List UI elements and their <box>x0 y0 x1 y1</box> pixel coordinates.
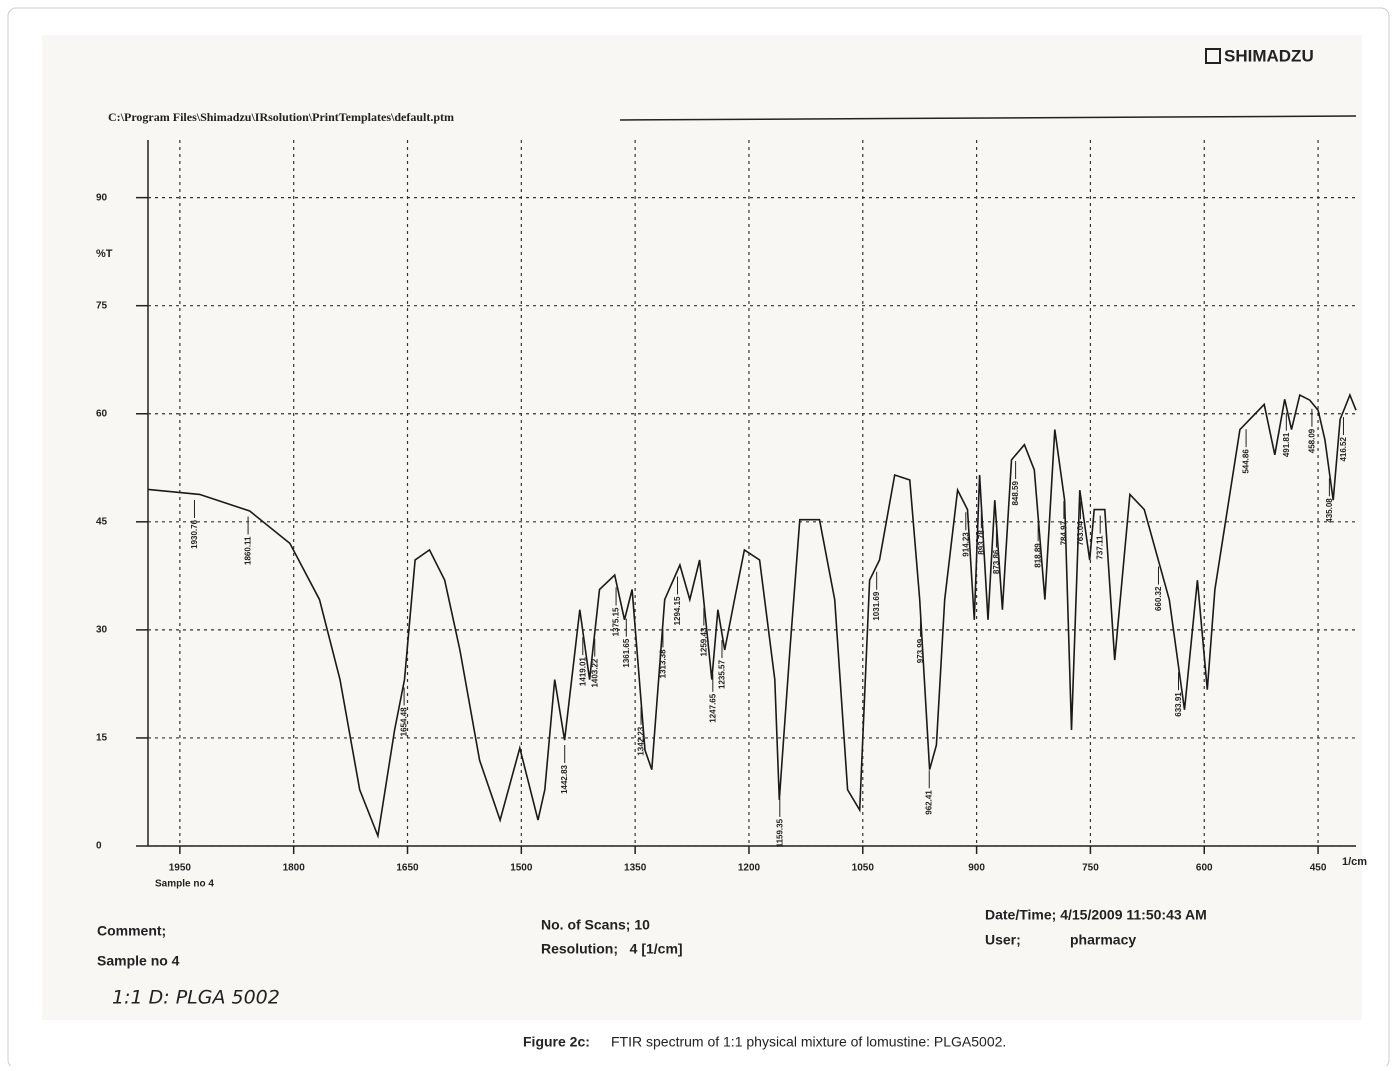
scan: SHIMADZU C:\Program Files\Shimadzu\IRsol… <box>96 46 1367 1008</box>
peak-label: 1375.15 <box>612 607 621 636</box>
brand: SHIMADZU <box>1224 46 1314 65</box>
user-value: pharmacy <box>1070 932 1136 948</box>
peak-label: 1419.01 <box>578 657 587 686</box>
peak-label: 1259.43 <box>699 627 708 656</box>
handwritten-note: 1:1 D: PLGA 5002 <box>112 987 280 1009</box>
peak-label: 848.59 <box>1011 480 1020 505</box>
y-tick-label: 90 <box>96 192 108 203</box>
peak-label: 435.08 <box>1325 498 1334 523</box>
sample-tag: Sample no 4 <box>155 879 214 890</box>
peak-label: 1247.65 <box>708 693 717 722</box>
y-tick-label: 75 <box>96 300 108 311</box>
peak-label: 1235.57 <box>717 659 726 688</box>
peak-label: 1313.38 <box>658 649 667 678</box>
peak-label: 873.86 <box>992 549 1001 574</box>
caption-label: Figure 2c: <box>523 1034 590 1050</box>
peak-label: 1159.35 <box>775 818 784 847</box>
peak-label: 491.81 <box>1282 432 1291 457</box>
peak-label: 893.78 <box>977 530 986 555</box>
resolution: Resolution; 4 [1/cm] <box>541 941 683 957</box>
peak-label: 763.04 <box>1076 521 1085 546</box>
x-axis-label: 1/cm <box>1342 856 1367 868</box>
y-tick-label: 30 <box>96 625 108 636</box>
peak-label: 784.97 <box>1059 520 1068 545</box>
file-path: C:\Program Files\Shimadzu\IRsolution\Pri… <box>108 110 454 124</box>
x-tick-label: 450 <box>1310 863 1327 874</box>
plot: 0 15 30 45 60 75 90 1950 1800 1650 1500 1350 1200 105… <box>96 115 1357 874</box>
peak-label: 416.52 <box>1339 437 1348 462</box>
comment-label: Comment; <box>97 923 166 939</box>
y-tick-label: 45 <box>96 516 108 527</box>
peak-label: 544.86 <box>1242 449 1251 474</box>
peak-label: 1031.69 <box>872 591 881 620</box>
peak-label: 633.91 <box>1174 692 1183 717</box>
peak-label: 660.32 <box>1154 586 1163 611</box>
caption: FTIR spectrum of 1:1 physical mixture of… <box>611 1034 1006 1050</box>
peak-label: 973.99 <box>916 638 925 663</box>
peak-label: 1930.76 <box>190 519 199 548</box>
y-tick-label: 15 <box>96 733 108 744</box>
comment-value: Sample no 4 <box>97 953 180 969</box>
y-tick-label: 60 <box>96 408 108 419</box>
x-tick-label: 1650 <box>396 863 419 874</box>
x-tick-label: 1950 <box>169 863 192 874</box>
brand-logo <box>1205 48 1221 64</box>
x-tick-label: 1050 <box>852 863 875 874</box>
user-label: User; <box>985 932 1021 948</box>
frame-top <box>619 115 1357 121</box>
peak-label: 818.89 <box>1034 543 1043 568</box>
peak-label: 1294.15 <box>673 596 682 625</box>
x-tick-label: 600 <box>1196 863 1213 874</box>
peak-label: 1860.11 <box>244 536 253 565</box>
peak-label: 1403.22 <box>590 658 599 687</box>
y-axis-label: %T <box>96 248 113 260</box>
scans: No. of Scans; 10 <box>541 917 650 933</box>
x-tick-label: 1500 <box>510 863 533 874</box>
x-tick-label: 900 <box>968 863 985 874</box>
x-tick-label: 1200 <box>738 863 761 874</box>
peak-label: 1361.65 <box>622 638 631 667</box>
peak-label: 914.23 <box>961 532 970 557</box>
y-tick-label: 0 <box>96 841 102 852</box>
x-tick-label: 750 <box>1082 863 1099 874</box>
peak-label: 1442.83 <box>560 764 569 793</box>
datetime: Date/Time; 4/15/2009 11:50:43 AM <box>985 907 1207 923</box>
peak-label: 1342.23 <box>637 726 646 755</box>
x-tick-label: 1350 <box>624 863 647 874</box>
x-tick-label: 1800 <box>283 863 306 874</box>
peak-label: 1654.48 <box>400 707 409 736</box>
peak-label: 737.11 <box>1096 535 1105 560</box>
spectrum-line <box>147 392 1357 839</box>
peak-label: 962.41 <box>925 790 934 815</box>
scan-background <box>42 35 1362 1020</box>
peak-label: 458.09 <box>1307 428 1316 453</box>
